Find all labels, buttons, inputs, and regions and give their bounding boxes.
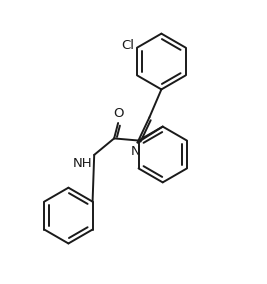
Text: N: N xyxy=(131,145,140,158)
Text: NH: NH xyxy=(72,157,92,170)
Text: O: O xyxy=(113,107,124,120)
Text: Cl: Cl xyxy=(121,39,134,52)
